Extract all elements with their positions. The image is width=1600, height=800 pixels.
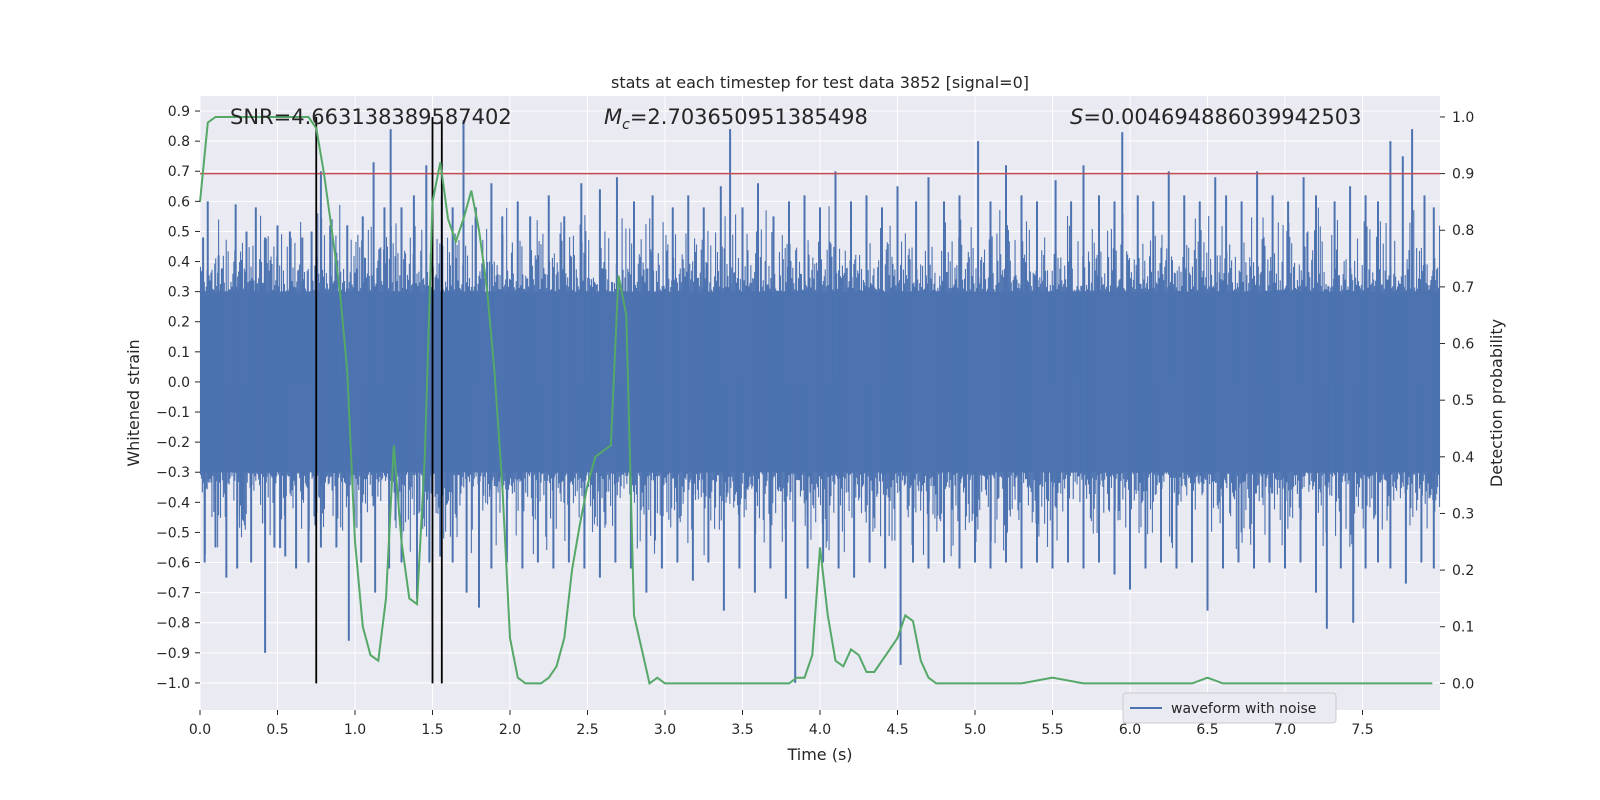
y2-tick-label: 0.3 xyxy=(1452,506,1474,522)
x-tick-label: 0.0 xyxy=(189,722,211,738)
y-tick-label: 0.8 xyxy=(168,134,190,150)
y2-tick-label: 0.0 xyxy=(1452,676,1474,692)
mc-annotation: Mc=2.703650951385498 xyxy=(604,105,868,133)
x-tick-label: 7.0 xyxy=(1274,722,1296,738)
y-tick-label: 0.2 xyxy=(168,315,190,331)
y-tick-label: 0.0 xyxy=(168,375,190,391)
detection-probability-series xyxy=(199,116,1433,686)
x-tick-label: 7.5 xyxy=(1351,722,1373,738)
s-annotation: S=0.004694886039942503 xyxy=(1070,105,1361,129)
x-tick-label: 5.0 xyxy=(964,722,986,738)
y-tick-label: −0.7 xyxy=(156,586,190,602)
legend-label: waveform with noise xyxy=(1171,701,1316,717)
y2-tick-label: 0.2 xyxy=(1452,563,1474,579)
y2-tick-label: 0.1 xyxy=(1452,620,1474,636)
y-tick-label: −0.2 xyxy=(156,435,190,451)
waveform-with-noise xyxy=(199,120,1441,683)
y2-tick-label: 0.7 xyxy=(1452,280,1474,296)
y-tick-label: 0.5 xyxy=(168,224,190,240)
y-tick-label: −0.3 xyxy=(156,465,190,481)
x-tick-label: 5.5 xyxy=(1041,722,1063,738)
y-tick-label: −0.9 xyxy=(156,646,190,662)
snr-annotation: SNR=4.663138389587402 xyxy=(230,105,512,129)
y-tick-label: −0.6 xyxy=(156,556,190,572)
y-tick-label: −0.1 xyxy=(156,405,190,421)
chart-title: stats at each timestep for test data 385… xyxy=(611,73,1029,92)
x-tick-label: 4.5 xyxy=(886,722,908,738)
y-tick-label: −1.0 xyxy=(156,676,190,692)
y-tick-label: −0.8 xyxy=(156,616,190,632)
probability-line xyxy=(199,116,1433,686)
y-tick-label: 0.4 xyxy=(168,255,190,271)
legend: waveform with noise xyxy=(1122,692,1337,724)
y2-tick-label: 0.5 xyxy=(1452,393,1474,409)
x-axis-label: Time (s) xyxy=(786,745,852,764)
x-tick-label: 1.5 xyxy=(421,722,443,738)
x-tick-label: 1.0 xyxy=(344,722,366,738)
x-tick-label: 0.5 xyxy=(266,722,288,738)
y-tick-label: 0.9 xyxy=(168,104,190,120)
x-axis-ticks: 0.0 0.5 1.0 1.5 2.0 2.5 3.0 3.5 4.0 4.5 5.0 5.5 6.0 6… xyxy=(189,710,1374,738)
x-tick-label: 3.5 xyxy=(731,722,753,738)
x-tick-label: 3.0 xyxy=(654,722,676,738)
y-tick-label: −0.4 xyxy=(156,495,190,511)
legend-box xyxy=(1122,692,1337,724)
y2-tick-label: 0.9 xyxy=(1452,167,1474,183)
y2-tick-label: 0.6 xyxy=(1452,337,1474,353)
x-tick-label: 6.0 xyxy=(1119,722,1141,738)
y-axis-ticks: 0.9 0.8 0.7 0.6 0.5 0.4 0.3 0.2 0.1 0.0 −0.1 −0.2 −0… xyxy=(156,104,200,692)
x-tick-label: 2.5 xyxy=(576,722,598,738)
y-tick-label: 0.6 xyxy=(168,194,190,210)
y2-tick-label: 0.8 xyxy=(1452,223,1474,239)
y2-axis-ticks: 1.0 0.9 0.8 0.7 0.6 0.5 0.4 0.3 0.2 0.1 0.0 xyxy=(1440,110,1474,692)
y-tick-label: −0.5 xyxy=(156,525,190,541)
y-tick-label: 0.3 xyxy=(168,285,190,301)
y-axis-label: Whitened strain xyxy=(124,339,143,466)
y-tick-label: 0.7 xyxy=(168,164,190,180)
y2-axis-label: Detection probability xyxy=(1487,319,1506,487)
y2-tick-label: 0.4 xyxy=(1452,450,1474,466)
x-tick-label: 2.0 xyxy=(499,722,521,738)
y2-tick-label: 1.0 xyxy=(1452,110,1474,126)
y-tick-label: 0.1 xyxy=(168,345,190,361)
x-tick-label: 4.0 xyxy=(809,722,831,738)
x-tick-label: 6.5 xyxy=(1196,722,1218,738)
